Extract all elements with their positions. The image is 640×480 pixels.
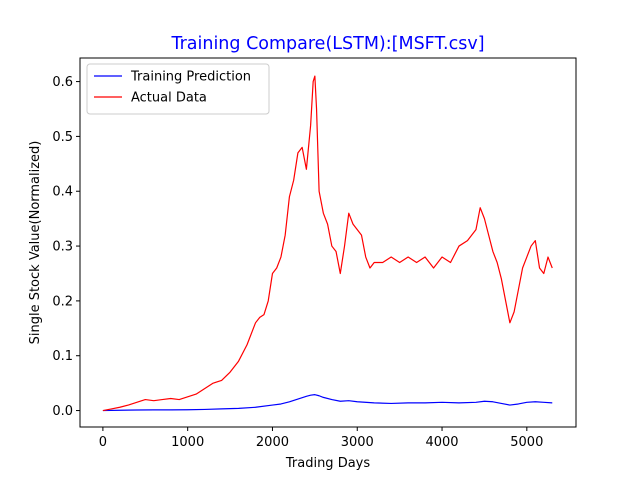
legend-label-training-prediction: Training Prediction [130,70,251,85]
x-tick-label: 0 [99,435,107,450]
x-tick-label: 2000 [256,435,289,450]
plot-frame [79,57,577,428]
series-line-training-prediction [102,394,553,412]
legend-box [86,63,270,115]
x-axis-ticks: 0 1000 2000 3000 4000 5000 [99,427,543,450]
y-tick-label: 0.3 [52,240,73,255]
series-line-actual-data [102,75,553,412]
x-tick-label: 4000 [425,435,458,450]
legend: Training Prediction Actual Data [86,63,270,115]
y-tick-label: 0.0 [52,404,73,419]
x-axis-label: Trading Days [285,456,370,471]
y-tick-label: 0.1 [52,349,73,364]
y-tick-label: 0.6 [52,75,73,90]
legend-label-actual-data: Actual Data [131,91,207,106]
y-tick-label: 0.2 [52,294,73,309]
x-tick-label: 3000 [341,435,374,450]
y-tick-label: 0.4 [52,185,73,200]
series-layer [102,75,553,412]
chart-title: Training Compare(LSTM):[MSFT.csv] [170,34,484,54]
x-tick-label: 1000 [171,435,204,450]
y-axis-ticks: 0.0 0.1 0.2 0.3 0.4 0.5 0.6 [52,75,80,419]
y-tick-label: 0.5 [52,130,73,145]
x-tick-label: 5000 [510,435,543,450]
y-axis-label: Single Stock Value(Normalized) [28,141,43,345]
